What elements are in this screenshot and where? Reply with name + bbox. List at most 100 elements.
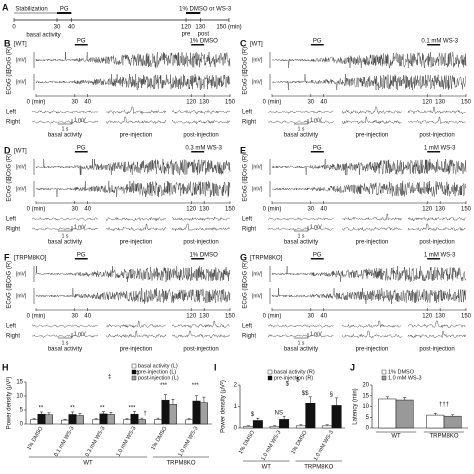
tick-label: 130	[199, 314, 210, 320]
legend-label: pre-injection (R)	[274, 375, 313, 381]
unit-label: [mV]	[252, 164, 263, 170]
bar	[269, 426, 280, 429]
x-tick-label: 1% DMSO	[238, 429, 257, 455]
tick-label: 30	[71, 314, 78, 320]
channel-label: Right	[242, 227, 256, 233]
snippet-trace	[267, 217, 334, 221]
error-bar	[125, 418, 129, 420]
tick-label: 30	[54, 25, 61, 31]
panel-letter: J	[350, 362, 355, 372]
tick-label: 150	[225, 207, 236, 213]
tick-label: 0 (min)	[263, 314, 282, 320]
pg-bar	[74, 44, 88, 46]
pg-label: PG	[77, 146, 86, 152]
tick-label: 30	[307, 207, 314, 213]
ecog-label: ECoG (R)	[243, 47, 249, 73]
epoch-label: basal activity	[284, 240, 318, 246]
legend-label: basal activity (L)	[138, 363, 178, 369]
genotype-label: [WT]	[14, 149, 27, 155]
snippet-trace	[171, 330, 230, 339]
bar	[92, 419, 101, 425]
treatment-bar	[191, 151, 205, 153]
tick-label: 150	[461, 314, 472, 320]
bar	[378, 398, 397, 429]
bar	[192, 400, 201, 425]
error-bar	[94, 418, 98, 420]
pg-label: PG	[313, 253, 322, 259]
channel-label: Left	[6, 110, 16, 116]
significance-mark: §	[330, 392, 333, 398]
legend-swatch	[381, 375, 387, 381]
error-bar	[109, 411, 113, 415]
epoch-label: basal activity	[48, 347, 82, 353]
error-bar	[133, 411, 136, 415]
x-tick-label: 1.0 mM WS-3	[115, 426, 137, 458]
significance-mark: $$	[302, 391, 309, 397]
y-tick-label: 15	[16, 380, 23, 386]
error-bar	[308, 396, 312, 404]
ecog-label: ECoG (R)	[7, 47, 13, 73]
scale-bar	[58, 226, 73, 232]
error-bar	[47, 412, 51, 415]
x-tick-label: 0.3 mM WS-3	[84, 426, 106, 458]
tick-label: 40	[84, 100, 91, 106]
epoch-label: basal activity	[284, 347, 318, 353]
significance-mark: ***	[192, 383, 200, 389]
treatment-label: 1% DMSO or WS-3	[179, 7, 232, 13]
ecog-label: ECoG (R)	[243, 261, 249, 287]
x-tick-label: 1.0 mM WS-3	[260, 430, 282, 462]
pg-label: PG	[313, 146, 322, 152]
scale-volt: 1 mV	[310, 117, 322, 123]
treatment-bar	[186, 12, 201, 14]
tick-label: 30	[307, 314, 314, 320]
error-bar	[102, 411, 105, 414]
scale-time: 1 s	[62, 340, 69, 346]
snippet-trace	[267, 120, 334, 124]
bar	[37, 413, 46, 425]
scale-volt: 1 mV	[74, 117, 86, 123]
scale-time: 1 s	[298, 233, 305, 239]
legend-swatch	[131, 369, 137, 375]
pg-bar	[57, 12, 72, 14]
treatment-label: 0.3 mM WS-3	[185, 146, 222, 152]
pg-label: PG	[77, 253, 86, 259]
post-label: post	[198, 32, 210, 38]
scale-volt: 1 mV	[74, 331, 86, 337]
snippet-trace	[31, 334, 98, 338]
scale-bar	[294, 333, 309, 339]
ecog-trace	[35, 265, 231, 283]
legend-label: 1.0 mM WS-3	[388, 375, 422, 381]
tick-label: 40	[68, 25, 75, 31]
unit-label: [mV]	[16, 79, 27, 85]
panel-letter: I	[214, 362, 217, 372]
ecog-label: ECoG (R)	[7, 154, 13, 180]
scale-volt: 1 mV	[74, 224, 86, 230]
bar	[252, 420, 263, 429]
channel-label: Right	[242, 120, 256, 126]
error-bar	[451, 414, 455, 417]
bar	[322, 425, 333, 429]
pre-label: pre	[182, 32, 191, 38]
pg-label: PG	[60, 7, 69, 13]
scale-time: 1 s	[298, 126, 305, 132]
bar	[99, 413, 108, 425]
error-bar	[32, 418, 36, 420]
legend-label: post-injection (L)	[138, 375, 179, 381]
ecog-trace	[271, 287, 467, 305]
error-bar	[385, 396, 389, 399]
error-bar	[187, 418, 191, 420]
x-tick-label: 1.0 mM WS-3	[177, 426, 199, 458]
epoch-label: pre-injection	[120, 347, 153, 353]
bar	[279, 419, 290, 429]
epoch-label: pre-injection	[356, 347, 389, 353]
y-tick-label: 10	[16, 394, 23, 400]
error-bar	[282, 415, 286, 420]
bar	[161, 399, 170, 425]
ecog-trace	[35, 180, 231, 198]
bar	[30, 419, 39, 425]
snippet-trace	[267, 227, 334, 231]
unit-label: [mV]	[252, 79, 263, 85]
group-label: WT	[262, 465, 272, 471]
epoch-label: post-injection	[183, 133, 218, 139]
y-tick-label: 0	[366, 426, 370, 432]
